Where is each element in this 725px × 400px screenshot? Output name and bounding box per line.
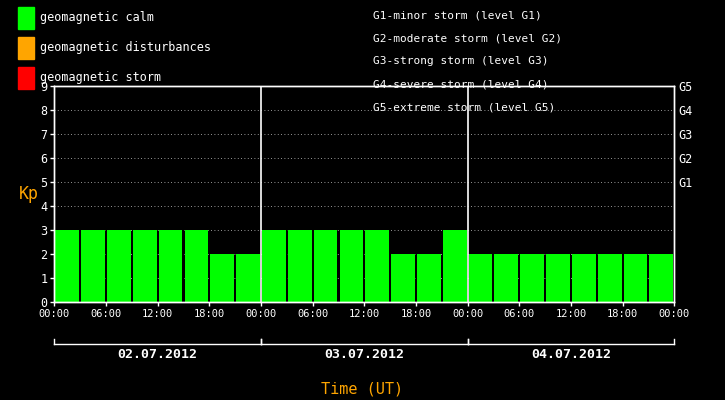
Bar [521,254,544,302]
Bar [417,254,441,302]
Bar [494,254,518,302]
Bar [314,230,337,302]
Y-axis label: Kp: Kp [19,185,39,203]
Bar [468,254,492,302]
Bar [443,230,467,302]
Text: 04.07.2012: 04.07.2012 [531,348,611,361]
Text: Time (UT): Time (UT) [321,381,404,396]
Bar [107,230,130,302]
Text: G3-strong storm (level G3): G3-strong storm (level G3) [373,56,549,66]
Text: 02.07.2012: 02.07.2012 [117,348,198,361]
Text: G2-moderate storm (level G2): G2-moderate storm (level G2) [373,33,563,43]
Text: geomagnetic calm: geomagnetic calm [40,12,154,24]
Bar [339,230,363,302]
Text: 03.07.2012: 03.07.2012 [324,348,405,361]
Bar [598,254,621,302]
Bar [365,230,389,302]
Bar [468,254,492,302]
Bar [185,230,208,302]
Bar [288,230,312,302]
Bar [650,254,674,302]
Text: G4-severe storm (level G4): G4-severe storm (level G4) [373,80,549,90]
Bar [133,230,157,302]
Bar [262,230,286,302]
Bar [572,254,596,302]
Bar [236,254,260,302]
Bar [392,254,415,302]
Bar [624,254,647,302]
Text: geomagnetic disturbances: geomagnetic disturbances [40,42,211,54]
Text: G5-extreme storm (level G5): G5-extreme storm (level G5) [373,103,555,113]
Text: G1-minor storm (level G1): G1-minor storm (level G1) [373,10,542,20]
Bar [81,230,105,302]
Text: geomagnetic storm: geomagnetic storm [40,72,161,84]
Bar [262,230,286,302]
Bar [55,230,79,302]
Bar [210,254,234,302]
Bar [546,254,570,302]
Bar [159,230,183,302]
